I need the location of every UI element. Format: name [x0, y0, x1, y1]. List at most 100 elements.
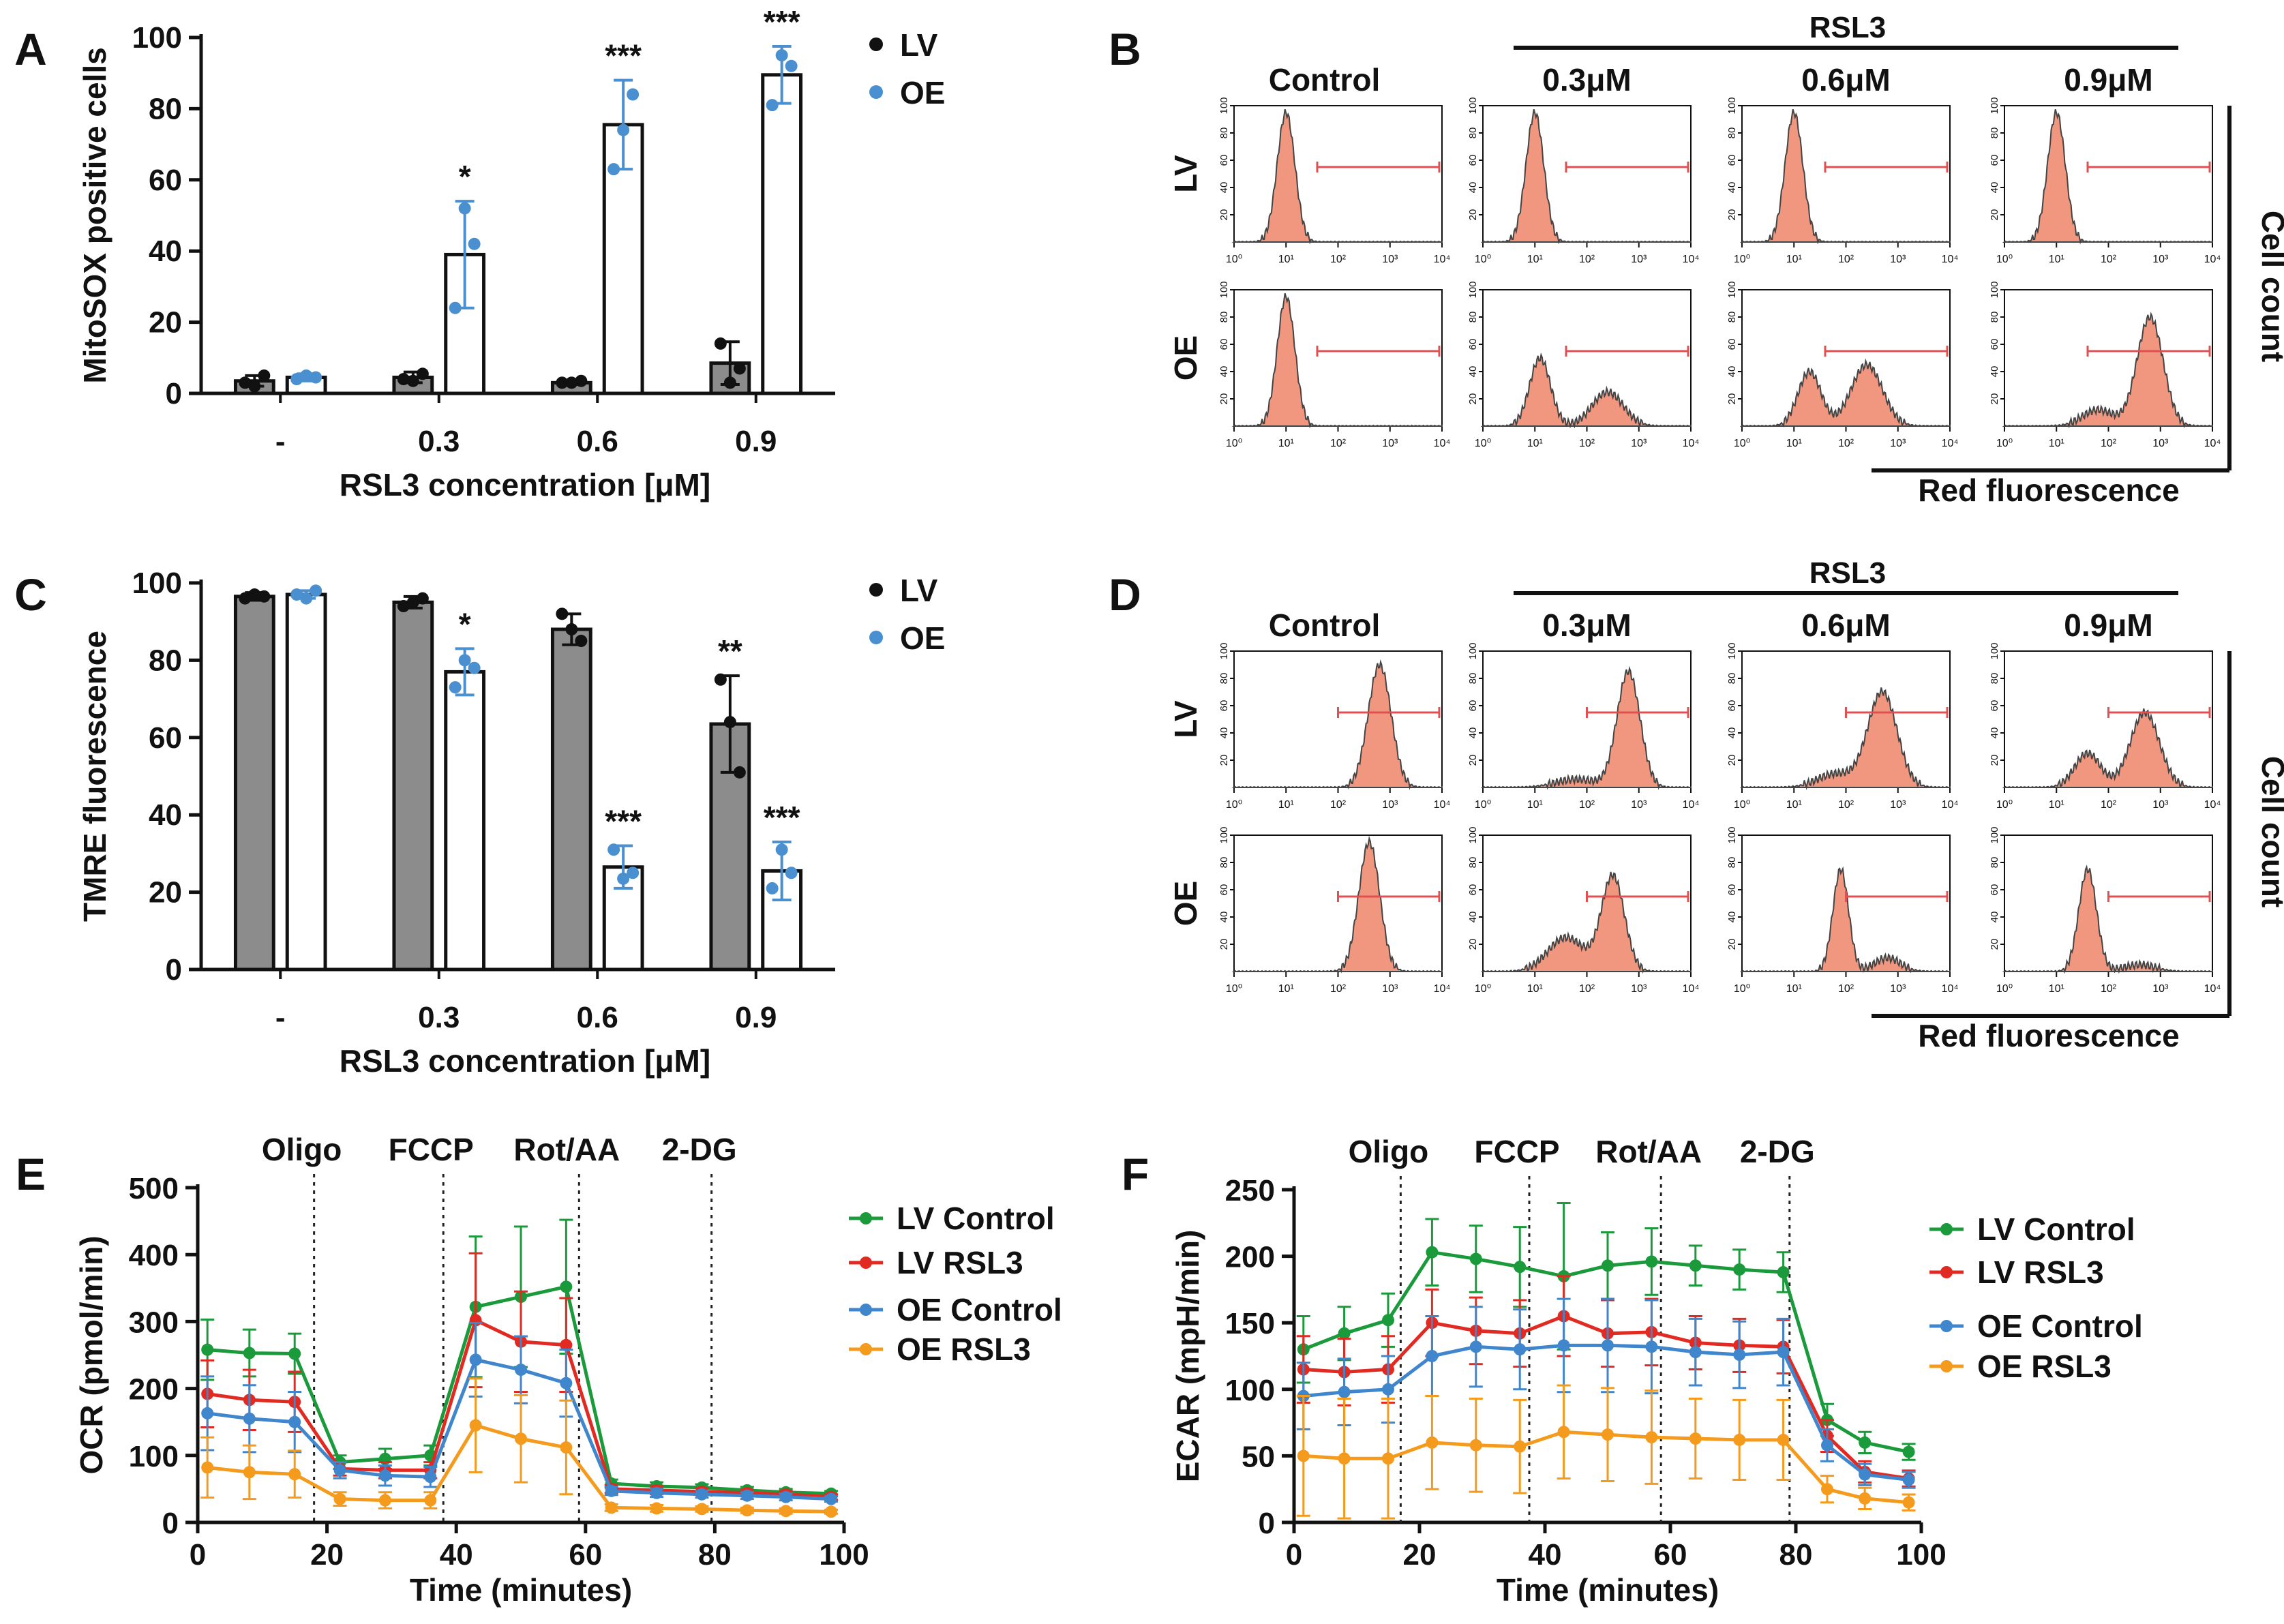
- hist-y-tick-label: 80: [1989, 127, 2000, 139]
- hist-x-tick-label: 10⁴: [1942, 438, 1959, 449]
- x-tick-label: 0.6: [577, 1001, 618, 1034]
- hist-y-tick-label: 100: [1726, 642, 1738, 659]
- hist-y-tick-label: 100: [1218, 642, 1230, 659]
- data-point: [449, 301, 462, 314]
- x-tick-label: 0.3: [418, 1001, 460, 1034]
- data-point: [650, 1486, 663, 1499]
- column-header: 0.6μM: [1801, 62, 1890, 97]
- histogram-frame: [1233, 289, 1443, 427]
- hist-x-tick-label: 10¹: [2049, 799, 2064, 811]
- hist-x-tick-label: 10¹: [1278, 983, 1294, 995]
- injection-label: 2-DG: [1740, 1134, 1815, 1169]
- injection-label: FCCP: [389, 1132, 474, 1167]
- panel-label-C: C: [14, 569, 47, 620]
- hist-x-tick-label: 10³: [1382, 799, 1398, 811]
- column-header: 0.6μM: [1801, 607, 1890, 643]
- histogram-area: [1231, 293, 1443, 429]
- y-tick-label: 300: [129, 1306, 179, 1339]
- hist-y-tick-label: 20: [1467, 939, 1479, 950]
- data-point: [740, 1504, 753, 1517]
- x-tick-label: -: [275, 1001, 286, 1034]
- data-point: [288, 1347, 301, 1360]
- hist-x-tick-label: 10⁰: [1226, 799, 1242, 811]
- injection-label: Rot/AA: [1595, 1134, 1702, 1169]
- hist-x-tick-label: 10⁴: [2204, 799, 2221, 811]
- data-point: [1689, 1432, 1702, 1445]
- histogram-area: [1739, 109, 1951, 245]
- data-point: [288, 1468, 301, 1481]
- histogram-area: [1739, 358, 1951, 428]
- hist-y-tick-label: 80: [1467, 857, 1479, 869]
- significance-mark: ***: [764, 800, 800, 835]
- hist-x-tick-label: 10⁰: [1475, 799, 1491, 811]
- data-point: [1689, 1259, 1702, 1272]
- legend-label: OE: [900, 620, 945, 656]
- data-point: [1777, 1346, 1790, 1359]
- hist-x-tick-label: 10³: [1890, 254, 1906, 265]
- panel-label-E: E: [16, 1149, 46, 1199]
- data-point: [575, 635, 588, 648]
- red-fluorescence-label: Red fluorescence: [1918, 472, 2179, 508]
- hist-x-tick-label: 10⁰: [1475, 254, 1491, 265]
- data-point: [714, 337, 727, 350]
- histogram-area: [1231, 835, 1443, 974]
- data-point: [468, 237, 481, 250]
- data-point: [1514, 1261, 1527, 1274]
- hist-x-tick-label: 10⁴: [1942, 983, 1959, 995]
- data-point: [650, 1502, 663, 1515]
- hist-x-tick-label: 10⁴: [1434, 438, 1451, 449]
- hist-y-tick-label: 60: [1218, 700, 1230, 712]
- data-point: [333, 1492, 346, 1505]
- hist-y-tick-label: 80: [1467, 673, 1479, 685]
- hist-x-tick-label: 10⁴: [1683, 254, 1700, 265]
- data-point: [458, 202, 471, 215]
- column-header: 0.3μM: [1542, 607, 1631, 643]
- y-axis-label: OCR (pmol/min): [74, 1235, 109, 1474]
- data-point: [723, 376, 736, 389]
- hist-y-tick-label: 20: [1726, 393, 1738, 405]
- hist-y-tick-label: 80: [1726, 673, 1738, 685]
- y-tick-label: 40: [149, 235, 182, 268]
- histogram-area: [1480, 109, 1692, 245]
- legend-marker: [860, 1257, 872, 1269]
- data-point: [397, 600, 410, 613]
- data-point: [201, 1461, 214, 1474]
- data-point: [424, 1494, 437, 1507]
- hist-x-tick-label: 10²: [2101, 438, 2117, 449]
- legend-dot-oe: [869, 631, 883, 644]
- data-point: [560, 1441, 573, 1454]
- x-tick-label: 40: [1529, 1538, 1562, 1572]
- hist-y-tick-label: 100: [1467, 97, 1479, 114]
- data-point: [333, 1464, 346, 1477]
- hist-y-tick-label: 40: [1467, 366, 1479, 378]
- data-point: [779, 1490, 792, 1503]
- hist-y-tick-label: 20: [1467, 755, 1479, 766]
- hist-y-tick-label: 60: [1726, 155, 1738, 166]
- hist-y-tick-label: 40: [1989, 182, 2000, 194]
- data-point: [1382, 1314, 1394, 1327]
- data-point: [1902, 1496, 1915, 1509]
- y-tick-label: 20: [149, 876, 182, 909]
- data-point: [1859, 1492, 1872, 1505]
- significance-mark: ***: [605, 38, 642, 74]
- histogram-area: [1739, 866, 1951, 974]
- data-point: [1382, 1452, 1394, 1465]
- hist-y-tick-label: 60: [1726, 700, 1738, 712]
- legend-label: OE: [900, 75, 945, 110]
- row-label: OE: [1168, 881, 1203, 926]
- hist-x-tick-label: 10²: [1330, 983, 1347, 995]
- hist-x-tick-label: 10²: [1838, 438, 1854, 449]
- hist-x-tick-label: 10²: [1579, 438, 1595, 449]
- hist-y-tick-label: 60: [1467, 884, 1479, 896]
- hist-x-tick-label: 10³: [1631, 799, 1647, 811]
- hist-x-tick-label: 10⁴: [2204, 438, 2221, 449]
- significance-mark: *: [459, 159, 471, 194]
- hist-y-tick-label: 20: [1467, 209, 1479, 221]
- legend-marker: [860, 1343, 872, 1355]
- data-point: [617, 872, 630, 885]
- data-point: [695, 1488, 708, 1501]
- data-point: [469, 1353, 482, 1366]
- data-point: [1645, 1431, 1658, 1444]
- hist-x-tick-label: 10²: [2101, 983, 2117, 995]
- data-point: [1645, 1340, 1658, 1353]
